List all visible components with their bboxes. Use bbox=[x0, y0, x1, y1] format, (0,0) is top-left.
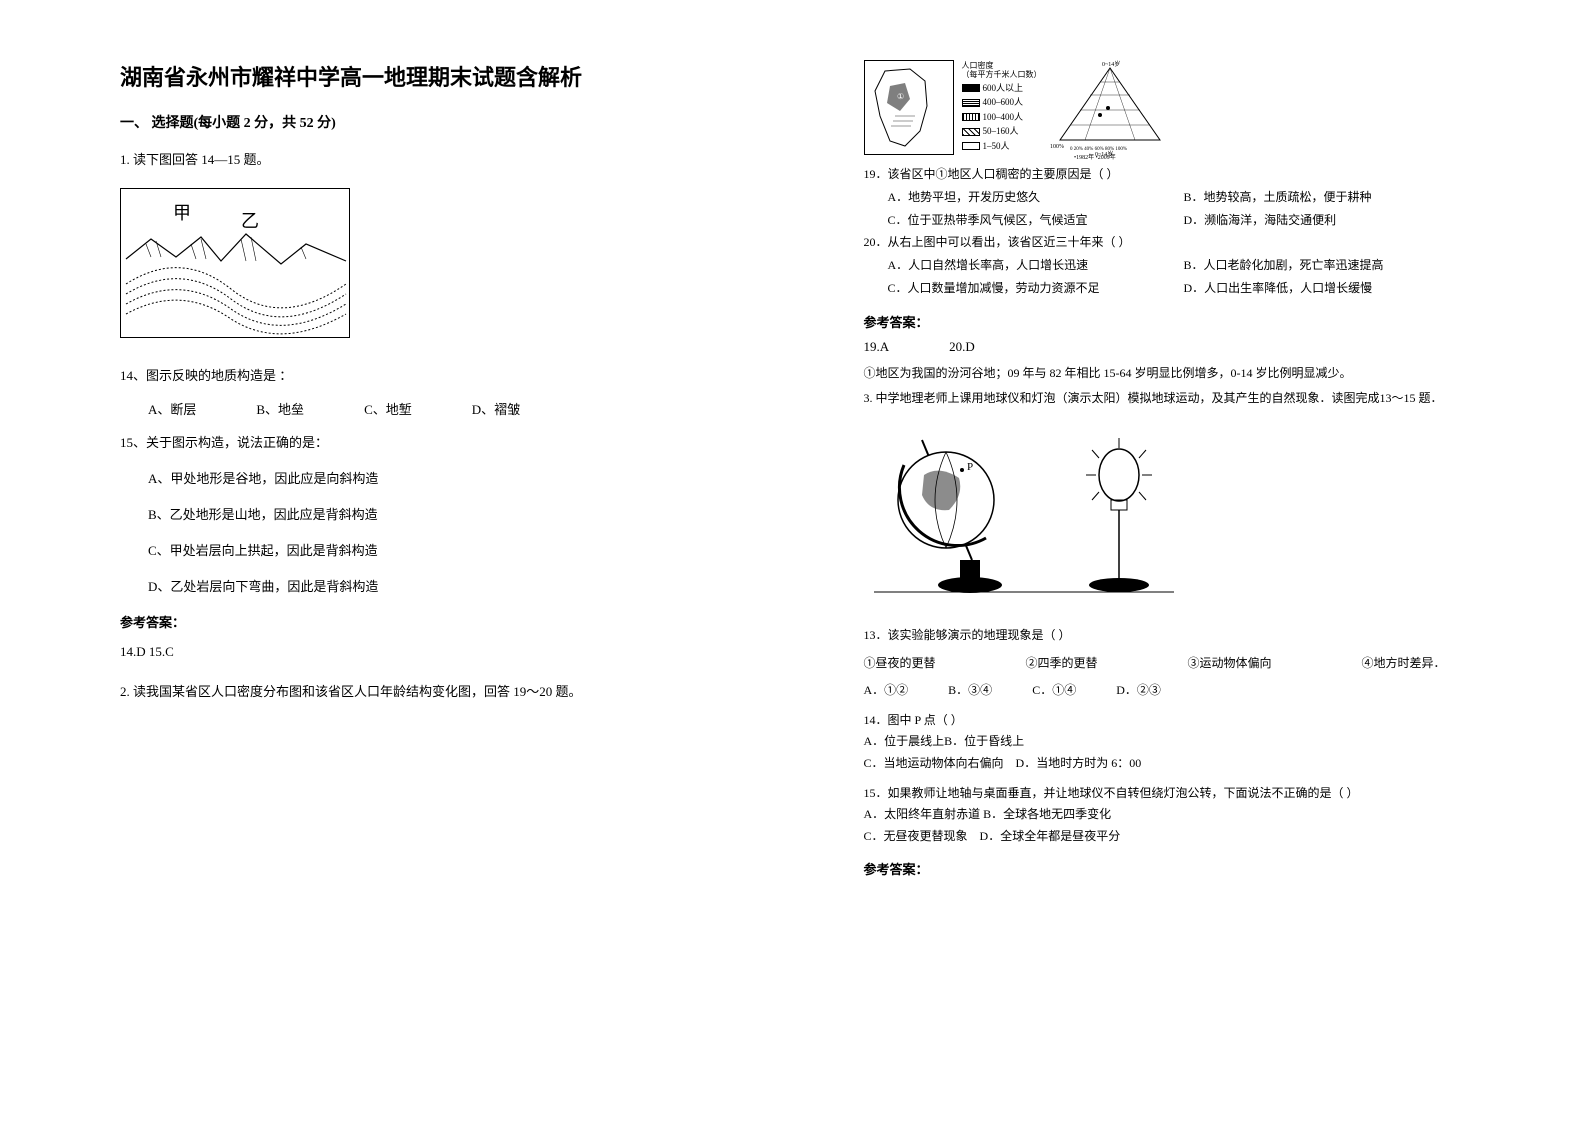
svg-text:P: P bbox=[967, 461, 973, 473]
q15b-stem: 15．如果教师让地轴与桌面垂直，并让地球仪不自转但绕灯泡公转，下面说法不正确的是… bbox=[864, 783, 1528, 805]
q15b-AB: A．太阳终年直射赤道 B．全球各地无四季变化 bbox=[864, 804, 1528, 826]
svg-text:•1982年 •2009年: •1982年 •2009年 bbox=[1074, 153, 1116, 160]
legend-title: 人口密度（每平方千米人口数） bbox=[962, 62, 1042, 80]
label-yi: 乙 bbox=[241, 211, 259, 231]
section-header: 一、 选择题(每小题 2 分，共 52 分) bbox=[120, 112, 784, 132]
q13B: B．③④ bbox=[948, 680, 992, 702]
geology-figure: 甲 乙 bbox=[120, 188, 350, 338]
q20-stem: 20．从右上图中可以看出，该省区近三十年来（ ） bbox=[864, 231, 1528, 254]
leg-2: 100–400人 bbox=[983, 111, 1024, 125]
q15-A: A、甲处地形是谷地，因此应是向斜构造 bbox=[148, 466, 784, 492]
q14-B: B、地垒 bbox=[256, 399, 304, 418]
q13C: C．①④ bbox=[1032, 680, 1076, 702]
opt1: ①昼夜的更替 bbox=[864, 653, 936, 675]
q20-A: A．人口自然增长率高，人口增长迅速 bbox=[864, 254, 1184, 277]
answer-1: 14.D 15.C bbox=[120, 639, 784, 665]
q14-options: A、断层 B、地垒 C、地堑 D、褶皱 bbox=[148, 399, 784, 418]
q13-subopts: ①昼夜的更替 ②四季的更替 ③运动物体偏向 ④地方时差异． bbox=[864, 653, 1528, 675]
density-map: ① bbox=[864, 60, 954, 155]
q15-C: C、甲处岩层向上拱起，因此是背斜构造 bbox=[148, 538, 784, 564]
q19-B: B．地势较高，土质疏松，便于耕种 bbox=[1184, 186, 1372, 209]
q14b-AB: A．位于晨线上B．位于昏线上 bbox=[864, 731, 1528, 753]
q14-D: D、褶皱 bbox=[472, 399, 520, 418]
answer-label-2: 参考答案： bbox=[864, 312, 1528, 331]
q14-A: A、断层 bbox=[148, 399, 196, 418]
q19-A: A．地势平坦，开发历史悠久 bbox=[864, 186, 1184, 209]
density-legend: 人口密度（每平方千米人口数） 600人以上 400–600人 100–400人 … bbox=[962, 60, 1042, 154]
q19-stem: 19．该省区中①地区人口稠密的主要原因是（ ） bbox=[864, 163, 1528, 186]
q13A: A．①② bbox=[864, 680, 909, 702]
svg-text:①: ① bbox=[897, 92, 904, 101]
opt4: ④地方时差异． bbox=[1362, 653, 1446, 675]
q20-C: C．人口数量增加减慢，劳动力资源不足 bbox=[864, 277, 1184, 300]
opt2: ②四季的更替 bbox=[1026, 653, 1098, 675]
left-column: 湖南省永州市耀祥中学高一地理期末试题含解析 一、 选择题(每小题 2 分，共 5… bbox=[100, 60, 824, 1082]
q1-stem: 1. 读下图回答 14—15 题。 bbox=[120, 147, 784, 173]
q2-stem: 2. 读我国某省区人口密度分布图和该省区人口年龄结构变化图，回答 19～20 题… bbox=[120, 679, 784, 705]
fold-diagram: 甲 乙 bbox=[121, 189, 350, 338]
leg-0: 600人以上 bbox=[983, 82, 1024, 96]
label-jia: 甲 bbox=[173, 203, 191, 223]
answer-label-3: 参考答案： bbox=[864, 859, 1528, 878]
q15-B: B、乙处地形是山地，因此应是背斜构造 bbox=[148, 502, 784, 528]
age-triangle: 0~14岁 100% 0 20% 40% 60% 80% 100% 0~14岁 … bbox=[1050, 60, 1170, 155]
q19-C: C．位于亚热带季风气候区，气候适宜 bbox=[864, 209, 1184, 232]
answer-label-1: 参考答案： bbox=[120, 612, 784, 631]
ans19: 19.A bbox=[864, 339, 890, 355]
svg-text:0~14岁: 0~14岁 bbox=[1102, 60, 1120, 68]
q13D: D．②③ bbox=[1116, 680, 1161, 702]
svg-text:100%: 100% bbox=[1050, 144, 1064, 150]
answer-2: 19.A 20.D bbox=[864, 339, 1528, 355]
q19-block: 19．该省区中①地区人口稠密的主要原因是（ ） A．地势平坦，开发历史悠久 B．… bbox=[864, 163, 1528, 300]
q14b-stem: 14．图中 P 点（ ） bbox=[864, 710, 1528, 732]
q15-stem: 15、关于图示构造，说法正确的是： bbox=[120, 430, 784, 456]
opt3: ③运动物体偏向 bbox=[1188, 653, 1272, 675]
q13-choices: A．①② B．③④ C．①④ D．②③ bbox=[864, 680, 1528, 702]
page-title: 湖南省永州市耀祥中学高一地理期末试题含解析 bbox=[120, 60, 784, 92]
leg-4: 1–50人 bbox=[983, 140, 1010, 154]
q14b-CD: C．当地运动物体向右偏向 D．当地时方时为 6：00 bbox=[864, 753, 1528, 775]
globe-figure: P bbox=[864, 420, 1184, 610]
q3-stem: 3. 中学地理老师上课用地球仪和灯泡（演示太阳）模拟地球运动，及其产生的自然现象… bbox=[864, 388, 1528, 410]
q15-D: D、乙处岩层向下弯曲，因此是背斜构造 bbox=[148, 574, 784, 600]
right-column: ① 人口密度（每平方千米人口数） 600人以上 400–600人 100–400… bbox=[824, 60, 1548, 1082]
q15b-CD: C．无昼夜更替现象 D．全球全年都是昼夜平分 bbox=[864, 826, 1528, 848]
q14-stem: 14、图示反映的地质构造是 ： bbox=[120, 363, 784, 389]
q20-B: B．人口老龄化加剧，死亡率迅速提高 bbox=[1184, 254, 1384, 277]
q13-stem: 13．该实验能够演示的地理现象是（ ） bbox=[864, 625, 1528, 647]
map-and-triangle: ① 人口密度（每平方千米人口数） 600人以上 400–600人 100–400… bbox=[864, 60, 1528, 155]
leg-3: 50–160人 bbox=[983, 125, 1019, 139]
ans20: 20.D bbox=[949, 339, 975, 355]
q19-D: D．濒临海洋，海陆交通便利 bbox=[1184, 209, 1337, 232]
q14-C: C、地堑 bbox=[364, 399, 412, 418]
leg-1: 400–600人 bbox=[983, 96, 1024, 110]
explain-2: ①地区为我国的汾河谷地；09 年与 82 年相比 15-64 岁明显比例增多，0… bbox=[864, 363, 1528, 385]
q20-D: D．人口出生率降低，人口增长缓慢 bbox=[1184, 277, 1373, 300]
